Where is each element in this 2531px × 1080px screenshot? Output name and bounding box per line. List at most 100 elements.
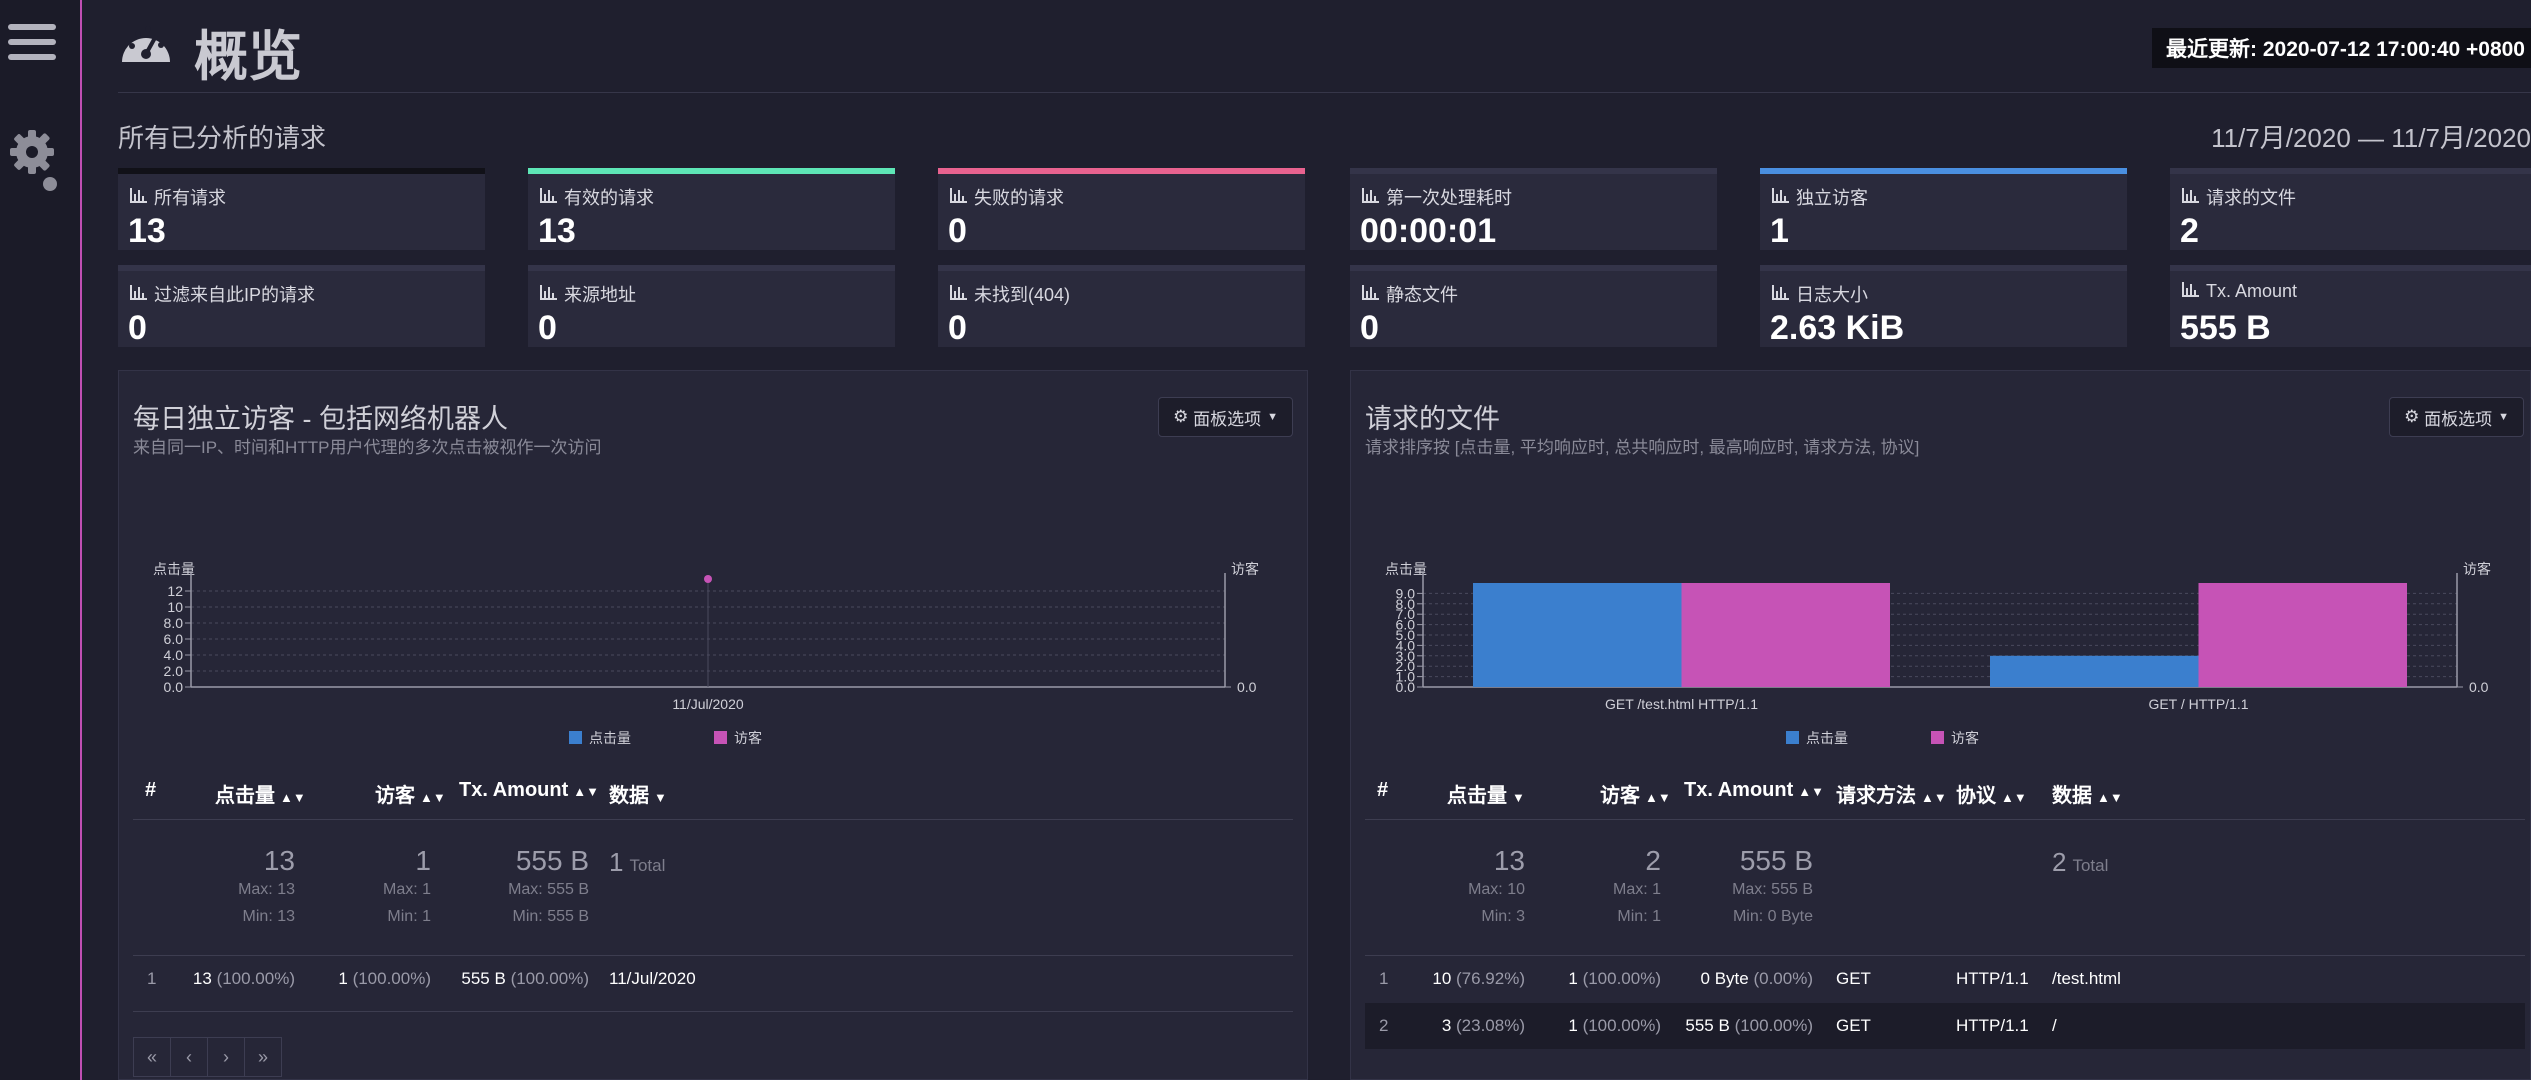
stat-card: 静态文件 0 [1350,265,1717,347]
col-method[interactable]: 请求方法 ▲▼ [1836,785,1947,807]
col-protocol[interactable]: 协议 ▲▼ [1956,785,2027,807]
legend-label: 点击量 [589,730,631,746]
last-page-button[interactable]: » [244,1037,282,1077]
col-hits[interactable]: 点击量 ▲▼ [215,785,306,807]
summary-tx: 555 B [1739,845,1813,876]
y-tick-label: 8.0 [1396,596,1416,612]
stat-label: 请求的文件 [2206,188,2296,208]
stat-value: 1 [1770,212,1789,250]
y-tick-label: 4.0 [164,647,184,663]
legend-label: 访客 [1951,730,1979,746]
stat-value: 0 [128,309,147,347]
col-visitors[interactable]: 访客 ▲▼ [375,785,446,807]
summary-visitors: 2 [1645,845,1661,876]
stat-value: 0 [948,212,967,250]
sidebar [0,0,82,1080]
y-tick-label: 5.0 [1396,627,1416,643]
col-tx-amount[interactable]: Tx. Amount ▲▼ [459,779,599,801]
requested-files-chart: 点击量 访客9.08.07.06.05.04.03.02.01.00.0 0.0GE… [1385,561,2491,746]
last-update-badge: 最近更新: 2020-07-12 17:00:40 +0800 [2152,28,2531,68]
y-tick-label: 6.0 [1396,617,1416,633]
bar-chart-icon [130,187,147,208]
col-tx-amount[interactable]: Tx. Amount ▲▼ [1684,779,1824,801]
bar-chart-icon [1772,187,1789,208]
date-range: 11/7月/2020 — 11/7月/2020 [2211,123,2531,153]
bar-chart-icon [1362,284,1379,305]
gear-icon[interactable] [6,120,62,201]
y2-axis-label: 访客 [2463,561,2491,577]
stat-value: 13 [128,212,166,250]
bar-chart-icon [1772,284,1789,305]
stat-card: 失败的请求 0 [938,168,1305,250]
bar-chart-icon [2182,187,2199,208]
bar-chart-icon [2182,281,2199,302]
stat-label: 未找到(404) [974,285,1071,305]
panel-options-button[interactable]: ⚙ 面板选项 ▼ [1158,397,1293,437]
menu-icon[interactable] [8,24,56,68]
y2-tick-label: 0.0 [1237,679,1257,695]
summary-visitors: 1 [415,845,431,876]
stat-label: Tx. Amount [2206,281,2298,301]
stat-card: 第一次处理耗时 00:00:01 [1350,168,1717,250]
panel-subtitle: 来自同一IP、时间和HTTP用户代理的多次点击被视作一次访问 [133,438,602,457]
stat-label: 有效的请求 [564,188,654,208]
requested-files-panel: 请求的文件 请求排序按 [点击量, 平均响应时, 总共响应时, 最高响应时, 请… [1350,370,2531,1080]
y-tick-label: 7.0 [1396,606,1416,622]
legend-swatch [1786,731,1799,744]
bar-visitors [1681,583,1890,687]
col-visitors[interactable]: 访客 ▲▼ [1600,785,1671,807]
y-tick-label: 1.0 [1396,669,1416,685]
pagination: « ‹ › » [133,1037,282,1077]
y2-axis-label: 访客 [1231,561,1259,577]
next-page-button[interactable]: › [207,1037,245,1077]
col-index: # [145,779,157,801]
point-hits [704,575,712,583]
y2-tick-label: 0.0 [2469,679,2489,695]
stat-card: 所有请求 13 [118,168,485,250]
panel-options-button[interactable]: ⚙ 面板选项 ▼ [2389,397,2524,437]
bar-chart-icon [950,284,967,305]
col-data[interactable]: 数据 ▲▼ [2052,785,2123,807]
stat-label: 独立访客 [1796,188,1868,208]
stat-value: 555 B [2180,309,2271,347]
stat-value: 0 [948,309,967,347]
stat-card: 有效的请求 13 [528,168,895,250]
y-tick-label: 0.0 [164,679,184,695]
x-tick-label: 11/Jul/2020 [672,696,744,712]
summary-total: 1 Total [609,847,666,877]
stat-label: 失败的请求 [974,188,1064,208]
y-tick-label: 6.0 [164,631,184,647]
stat-value: 2 [2180,212,2199,250]
summary-total: 2 Total [2052,847,2109,877]
bar-chart-icon [130,284,147,305]
visitors-panel: 每日独立访客 - 包括网络机器人 来自同一IP、时间和HTTP用户代理的多次点击… [118,370,1308,1080]
stat-card: 日志大小 2.63 KiB [1760,265,2127,347]
bar-chart-icon [540,187,557,208]
col-data[interactable]: 数据 ▼ [609,785,667,807]
y-tick-label: 4.0 [1396,637,1416,653]
col-hits[interactable]: 点击量 ▼ [1447,785,1525,807]
gear-icon: ⚙ [1173,407,1194,426]
caret-down-icon: ▼ [1267,411,1278,423]
summary-hits: 13 [263,845,295,876]
y-tick-label: 8.0 [164,615,184,631]
bar-hits [1473,583,1682,687]
stat-label: 过滤来自此IP的请求 [154,285,316,305]
y-tick-label: 3.0 [1396,648,1416,664]
first-page-button[interactable]: « [133,1037,171,1077]
stat-label: 来源地址 [564,285,636,305]
legend-label: 点击量 [1806,730,1848,746]
x-tick-label: GET / HTTP/1.1 [2148,696,2248,712]
dashboard-icon [118,18,174,71]
prev-page-button[interactable]: ‹ [170,1037,208,1077]
stat-card: 未找到(404) 0 [938,265,1305,347]
bar-chart-icon [540,284,557,305]
header: 概览 最近更新: 2020-07-12 17:00:40 +0800 [118,0,2531,93]
stat-card: Tx. Amount 555 B [2170,265,2531,347]
stat-card: 过滤来自此IP的请求 0 [118,265,485,347]
y-tick-label: 10 [167,599,183,615]
summary-tx: 555 B [515,845,589,876]
panel-title: 每日独立访客 - 包括网络机器人 [133,404,508,434]
panel-title: 请求的文件 [1365,404,1500,434]
